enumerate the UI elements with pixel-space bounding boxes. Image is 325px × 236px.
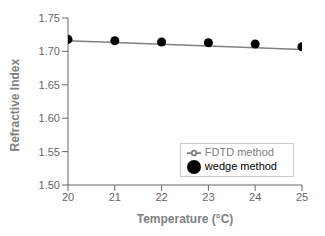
svg-text:1.70: 1.70	[39, 45, 60, 57]
svg-text:21: 21	[109, 191, 121, 203]
svg-text:Temperature (°C): Temperature (°C)	[137, 212, 234, 226]
svg-text:23: 23	[202, 191, 214, 203]
svg-text:1.50: 1.50	[39, 179, 60, 191]
svg-text:1.60: 1.60	[39, 112, 60, 124]
svg-text:20: 20	[62, 191, 74, 203]
svg-text:1.55: 1.55	[39, 146, 60, 158]
svg-text:Refractive Index: Refractive Index	[8, 58, 22, 151]
html-text:FDTD method: FDTD method	[204, 145, 274, 158]
svg-text:22: 22	[155, 191, 167, 203]
svg-text:24: 24	[249, 191, 261, 203]
svg-text:25: 25	[296, 191, 308, 203]
svg-text:1.65: 1.65	[39, 79, 60, 91]
svg-text:1.75: 1.75	[39, 12, 60, 24]
html-text:wedge method: wedge method	[204, 159, 277, 172]
